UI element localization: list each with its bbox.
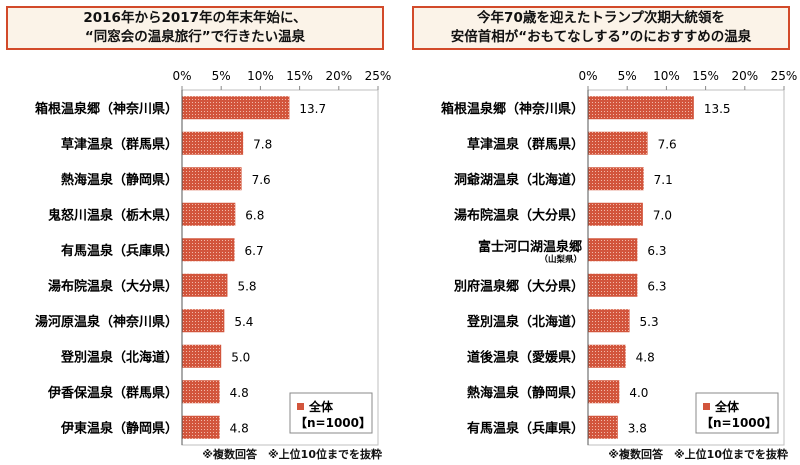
chart-title-left: 2016年から2017年の年末年始に、 “同窓会の温泉旅行”で行きたい温泉 [6,6,384,50]
chart-panel-right: 今年70歳を迎えたトランプ次期大統領を 安倍首相が“おもてなしする”のにおすすめ… [406,0,800,465]
data-label: 4.8 [230,421,249,435]
bar [588,96,694,120]
data-label: 4.0 [629,386,648,400]
x-tick-label: 20% [325,69,352,83]
category-label: 草津温泉（群馬県） [61,136,178,152]
bar [588,131,648,155]
bar [588,344,626,368]
footnote: ※複数回答 ※上位10位までを抜粋 [608,448,788,461]
category-label: 湯布院温泉（大分県） [454,207,584,223]
bar [588,309,630,333]
x-tick-label: 5% [618,69,637,83]
footnote: ※複数回答 ※上位10位までを抜粋 [202,448,382,461]
bar [588,380,620,404]
bar [588,415,618,439]
category-label: 洞爺湖温泉（北海道） [454,172,584,188]
data-label: 7.1 [654,173,673,187]
legend-label: 全体 [308,399,334,414]
legend [289,392,373,434]
category-label: 湯河原温泉（神奈川県） [35,314,178,330]
category-label: 箱根温泉郷（神奈川県） [35,101,178,117]
category-label: 登別温泉（北海道） [466,314,584,330]
x-tick-label: 15% [692,69,719,83]
bar-chart-left: 0% 5% 10% 15% 20% 25% 13.7 箱根温泉郷（神奈川県） 7.8 草津温泉（群… [35,69,392,446]
category-label: 伊東温泉（静岡県） [60,420,178,436]
bar [588,202,643,226]
data-label: 6.3 [647,244,666,258]
category-label: 別府温泉郷（大分県） [453,278,584,294]
chart-title-line: 2016年から2017年の年末年始に、 [83,10,307,26]
category-label: 熱海温泉（静岡県） [61,172,178,188]
bar [588,238,638,262]
legend [695,392,779,434]
bar-chart-right: 0% 5% 10% 15% 20% 25% 13.5 箱根温泉郷（神奈川県） 7.6 草津温泉（群… [441,69,798,446]
legend-label: 全体 [714,399,740,414]
legend-swatch [703,403,710,410]
bar [182,202,236,226]
data-label: 6.8 [245,208,264,222]
data-label: 5.0 [231,350,250,364]
data-label: 7.6 [658,137,677,151]
x-tick-label: 0% [578,69,597,83]
chart-panel-left: 2016年から2017年の年末年始に、 “同窓会の温泉旅行”で行きたい温泉 0%… [0,0,394,465]
data-label: 5.3 [640,315,659,329]
chart-title-line: 今年70歳を迎えたトランプ次期大統領を [477,10,725,26]
data-label: 7.6 [252,173,271,187]
category-label: 道後温泉（愛媛県） [467,349,584,365]
data-label: 6.7 [245,244,264,258]
x-tick-label: 20% [731,69,758,83]
data-label: 5.8 [237,279,256,293]
bar [588,273,638,297]
bar [588,167,644,191]
x-tick-label: 15% [286,69,313,83]
category-label: 富士河口湖温泉郷 [478,239,582,255]
category-label: 箱根温泉郷（神奈川県） [441,101,584,117]
bar [182,96,290,120]
bar [182,344,222,368]
category-label: 有馬温泉（兵庫県） [61,243,178,259]
category-label: 有馬温泉（兵庫県） [467,420,584,436]
data-label: 7.8 [253,137,272,151]
category-label: 草津温泉（群馬県） [467,136,584,152]
legend-n: 【n=1000】 [295,415,371,430]
chart-title-right: 今年70歳を迎えたトランプ次期大統領を 安倍首相が“おもてなしする”のにおすすめ… [412,6,790,50]
data-label: 7.0 [653,208,672,222]
x-tick-label: 10% [247,69,274,83]
data-label: 3.8 [628,421,647,435]
x-tick-label: 25% [365,69,392,83]
bar [182,238,235,262]
data-label: 4.8 [636,350,655,364]
category-label: 鬼怒川温泉（栃木県） [48,207,178,223]
bar [182,309,225,333]
data-label: 13.7 [299,102,326,116]
x-tick-label: 25% [771,69,798,83]
category-label: 湯布院温泉（大分県） [48,278,178,294]
bar [182,415,220,439]
bar [182,167,242,191]
x-tick-label: 5% [212,69,231,83]
category-sublabel: （山梨県） [539,254,582,265]
data-label: 5.4 [234,315,253,329]
bar [182,380,220,404]
category-label: 熱海温泉（静岡県） [467,385,584,401]
chart-title-line: “同窓会の温泉旅行”で行きたい温泉 [84,29,306,45]
x-tick-label: 0% [172,69,191,83]
category-label: 登別温泉（北海道） [60,349,178,365]
x-tick-label: 10% [653,69,680,83]
legend-n: 【n=1000】 [701,415,777,430]
bar [182,131,244,155]
chart-title-line: 安倍首相が“おもてなしする”のにおすすめの温泉 [450,29,752,45]
legend-swatch [297,403,304,410]
category-label: 伊香保温泉（群馬県） [47,385,178,401]
bar [182,273,228,297]
data-label: 4.8 [230,386,249,400]
data-label: 13.5 [704,102,731,116]
data-label: 6.3 [647,279,666,293]
